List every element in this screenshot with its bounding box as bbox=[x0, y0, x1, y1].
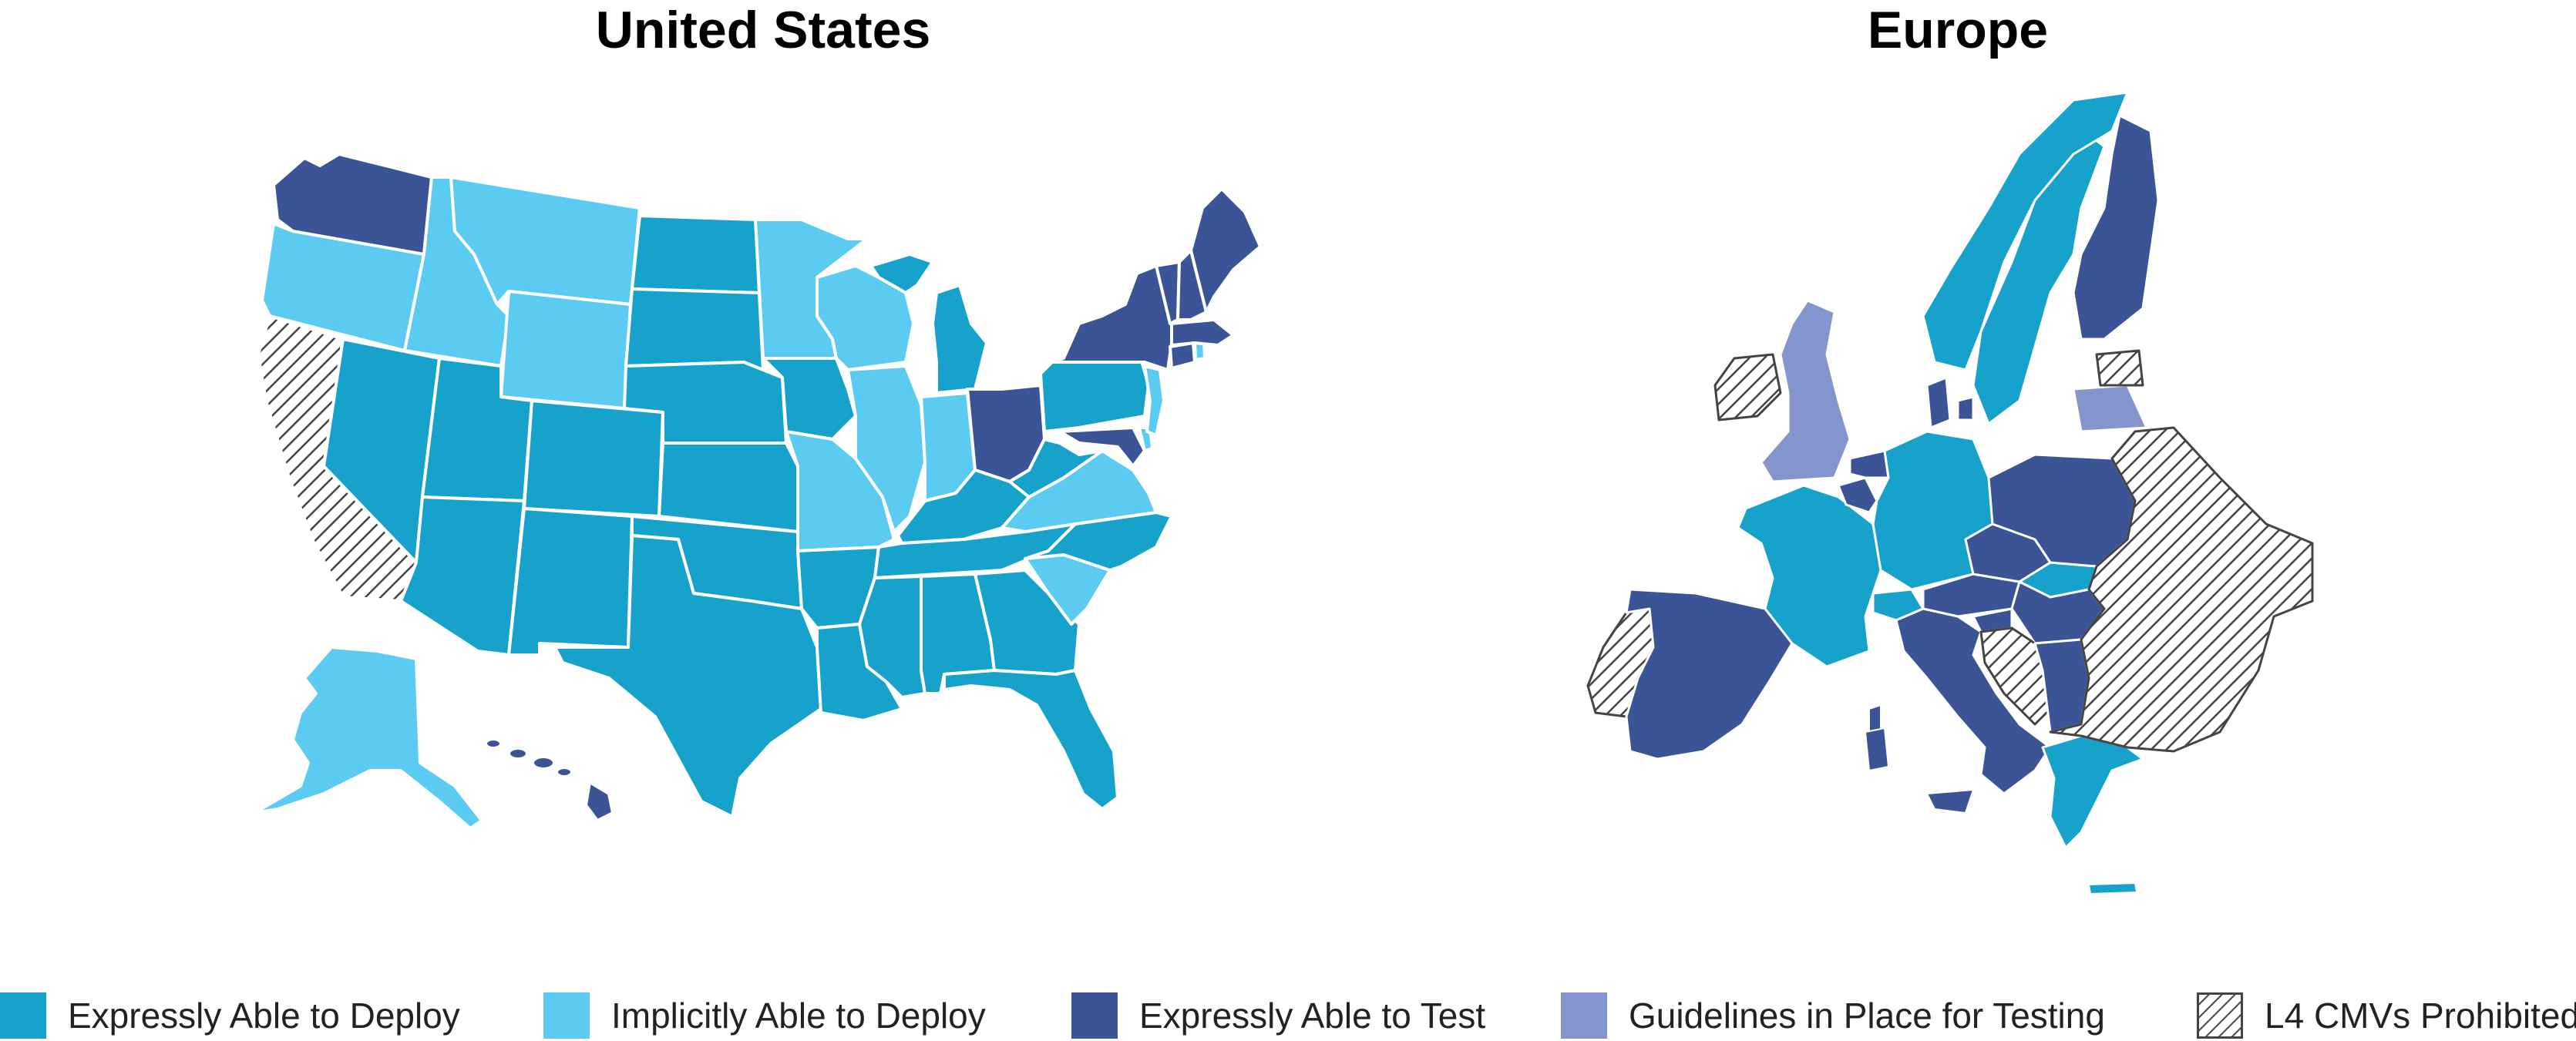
country-norway bbox=[1922, 91, 2129, 371]
legend-swatch-expressly-deploy bbox=[0, 992, 46, 1039]
legend-swatch-guidelines-testing bbox=[1561, 992, 1607, 1039]
country-baltics-guidelines bbox=[2072, 384, 2148, 433]
state-alaska bbox=[253, 646, 483, 830]
legend-swatch-implicitly-deploy bbox=[543, 992, 590, 1039]
legend-item-implicitly-deploy: Implicitly Able to Deploy bbox=[543, 990, 986, 1041]
country-belgium bbox=[1837, 476, 1878, 514]
country-italy bbox=[1895, 607, 2052, 795]
legend-label: Guidelines in Place for Testing bbox=[1629, 996, 2105, 1036]
legend-item-guidelines-testing: Guidelines in Place for Testing bbox=[1561, 990, 2105, 1041]
state-new-hampshire bbox=[1176, 249, 1208, 321]
legend-item-prohibited: L4 CMVs Prohibited bbox=[2197, 990, 2576, 1041]
state-massachusetts bbox=[1170, 318, 1235, 347]
state-missouri bbox=[785, 430, 896, 552]
country-estonia bbox=[2095, 349, 2144, 387]
legend-label: Implicitly Able to Deploy bbox=[611, 996, 986, 1036]
state-iowa bbox=[762, 357, 857, 441]
state-south-dakota bbox=[624, 287, 765, 371]
maps-canvas: .f-deploy { fill: #17a2cc; } .f-implicit… bbox=[253, 91, 2314, 895]
state-north-dakota bbox=[631, 214, 761, 294]
state-florida bbox=[943, 669, 1119, 811]
legend-item-expressly-deploy: Expressly Able to Deploy bbox=[0, 990, 460, 1041]
state-maryland bbox=[1058, 426, 1146, 468]
state-texas bbox=[553, 534, 822, 818]
country-denmark bbox=[1925, 376, 1975, 429]
country-united-kingdom bbox=[1760, 299, 1851, 483]
us-map bbox=[253, 153, 1262, 830]
europe-map-title: Europe bbox=[1867, 1, 2049, 59]
state-maine bbox=[1189, 187, 1262, 314]
state-wisconsin bbox=[816, 264, 915, 371]
europe-map bbox=[1586, 91, 2314, 895]
state-new-york bbox=[1051, 264, 1177, 371]
legend-swatch-expressly-test bbox=[1071, 992, 1118, 1039]
state-wyoming bbox=[499, 290, 632, 410]
legend: Expressly Able to Deploy Implicitly Able… bbox=[0, 990, 2576, 1041]
state-arizona bbox=[399, 495, 526, 657]
country-spain bbox=[1625, 588, 1794, 761]
legend-item-expressly-test: Expressly Able to Test bbox=[1071, 990, 1485, 1041]
state-hawaii bbox=[484, 737, 614, 822]
us-map-title: United States bbox=[595, 1, 931, 59]
island-sardinia bbox=[1865, 727, 1889, 771]
island-crete bbox=[2088, 882, 2137, 895]
state-west-virginia bbox=[1008, 438, 1104, 499]
state-illinois bbox=[846, 364, 926, 533]
country-greece bbox=[2041, 734, 2144, 849]
legend-swatch-prohibited bbox=[2197, 992, 2243, 1039]
state-pennsylvania bbox=[1039, 357, 1150, 433]
country-ireland bbox=[1713, 353, 1782, 421]
state-colorado bbox=[523, 399, 664, 518]
region-eastern-europe bbox=[2049, 426, 2314, 753]
state-kansas bbox=[657, 442, 799, 533]
state-rhode-island bbox=[1193, 341, 1206, 361]
legend-label: Expressly Able to Test bbox=[1139, 996, 1486, 1036]
legend-label: L4 CMVs Prohibited bbox=[2265, 996, 2576, 1036]
legend-label: Expressly Able to Deploy bbox=[68, 996, 460, 1036]
island-sicily bbox=[1926, 789, 1974, 814]
state-new-jersey bbox=[1143, 364, 1165, 437]
country-sweden bbox=[1972, 122, 2106, 425]
state-connecticut bbox=[1169, 341, 1196, 370]
country-netherlands bbox=[1848, 449, 1890, 479]
state-new-mexico bbox=[507, 507, 634, 657]
country-finland bbox=[2072, 114, 2160, 341]
